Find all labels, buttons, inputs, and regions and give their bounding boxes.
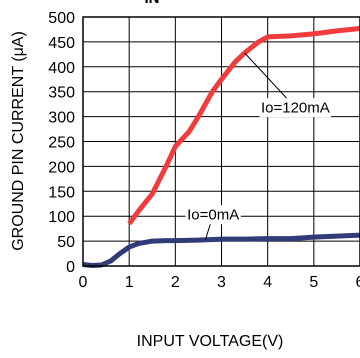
y-tick-label: 150 [48, 184, 75, 201]
annotation-background [185, 205, 241, 225]
y-tick-label: 300 [48, 110, 75, 127]
x-tick-label: 6 [356, 274, 360, 291]
x-tick-label: 5 [309, 274, 318, 291]
annotation-label: Io=0mA [187, 207, 239, 224]
y-tick-label: 50 [57, 234, 75, 251]
plot-frame [82, 16, 360, 267]
x-tick-label: 2 [171, 274, 180, 291]
y-tick-label: 350 [48, 85, 75, 102]
y-tick-label: 250 [48, 135, 75, 152]
x-tick-label: 0 [79, 274, 88, 291]
x-axis-label: INPUT VOLTAGE(V) [137, 333, 284, 350]
series-line-0 [127, 26, 360, 226]
grid-lines [82, 16, 360, 267]
annotation-label: Io=120mA [261, 100, 330, 117]
annotation-layer: Io=120mA Io=0mA [185, 52, 332, 241]
y-tick-label: 400 [48, 60, 75, 77]
y-tick-label: 0 [66, 259, 75, 276]
x-tick-label: 3 [217, 274, 226, 291]
series-line-1 [82, 232, 360, 268]
x-tick-label: 1 [125, 274, 134, 291]
y-axis-label: GROUND PIN CURRENT (μA) [10, 31, 27, 251]
y-tick-label: 100 [48, 209, 75, 226]
series-layer [82, 26, 360, 268]
annotation-background [259, 98, 332, 118]
chart-title: IN [145, 0, 160, 7]
y-tick-label: 500 [48, 10, 75, 27]
x-tick-label: 4 [263, 274, 272, 291]
y-tick-label: 450 [48, 35, 75, 52]
tick-labels: 0 1 2 3 4 5 6 0 50 100 150 200 250 300 350 400 450 500 [48, 10, 360, 291]
y-tick-label: 200 [48, 159, 75, 176]
